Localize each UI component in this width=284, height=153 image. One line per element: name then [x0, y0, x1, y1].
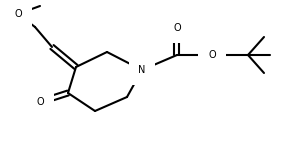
Text: N: N: [138, 65, 146, 75]
Text: O: O: [36, 97, 44, 107]
Text: O: O: [208, 50, 216, 60]
Text: O: O: [14, 9, 22, 19]
Text: O: O: [173, 23, 181, 33]
